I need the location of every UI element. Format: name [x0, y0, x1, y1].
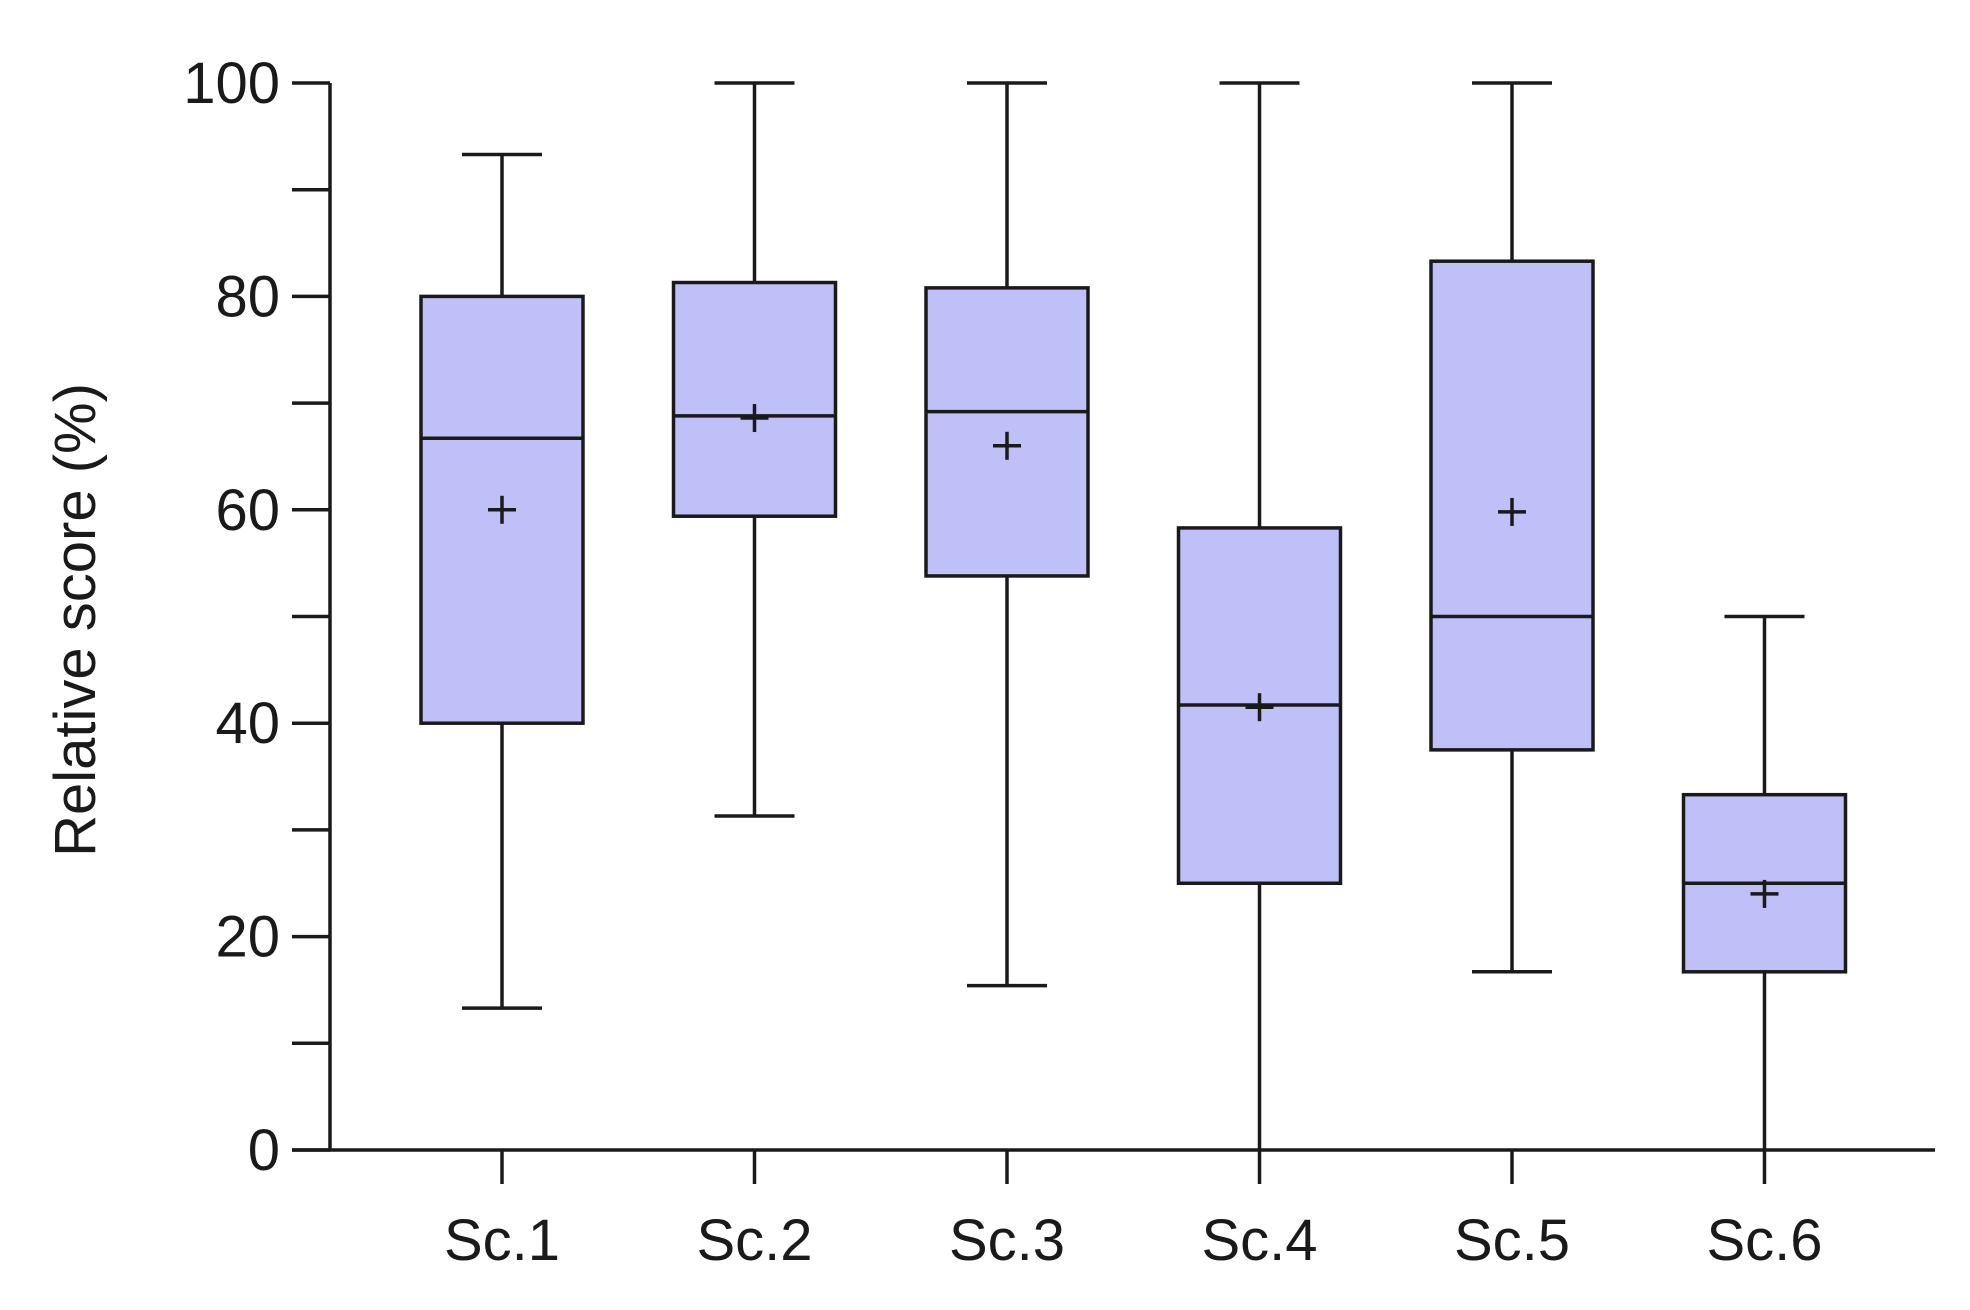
box-sc4	[1176, 81, 1343, 1150]
box-sc3	[924, 81, 1090, 988]
box-series	[419, 81, 1848, 1150]
mean-marker	[1498, 497, 1526, 526]
y-tick-label: 20	[215, 905, 280, 970]
x-tick-label: Sc.1	[444, 1208, 560, 1273]
mean-marker	[993, 431, 1021, 460]
box-sc2	[671, 81, 838, 818]
x-tick-label: Sc.5	[1454, 1208, 1570, 1273]
x-tick-label: Sc.6	[1706, 1208, 1822, 1273]
box-sc6	[1681, 614, 1848, 1150]
y-tick-label: 0	[248, 1118, 280, 1183]
y-tick-label: 60	[215, 478, 280, 543]
box-sc1	[419, 152, 585, 1010]
y-axis: 0 20 40 60 80 100	[183, 51, 332, 1183]
x-axis: Sc.1 Sc.2 Sc.3 Sc.4 Sc.5 Sc.6	[292, 1148, 1935, 1273]
y-axis-title: Relative score (%)	[43, 383, 108, 857]
x-tick-label: Sc.4	[1201, 1208, 1317, 1273]
box-sc5	[1429, 81, 1595, 974]
mean-marker	[740, 404, 769, 433]
y-tick-label: 80	[215, 264, 280, 329]
iqr-box	[671, 280, 838, 518]
mean-marker	[1750, 879, 1779, 908]
mean-marker	[488, 495, 516, 524]
mean-marker	[1245, 693, 1274, 722]
x-tick-label: Sc.3	[949, 1208, 1065, 1273]
y-tick-label: 100	[183, 51, 280, 116]
x-tick-label: Sc.2	[696, 1208, 812, 1273]
y-tick-label: 40	[215, 691, 280, 756]
